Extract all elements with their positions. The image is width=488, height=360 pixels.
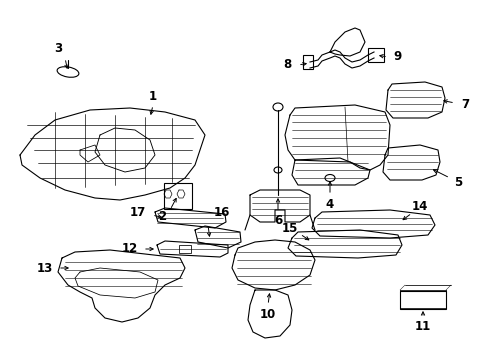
Bar [303, 55, 312, 69]
Text: 14: 14 [411, 201, 427, 213]
Bar [399, 291, 445, 309]
Text: 16: 16 [213, 207, 230, 220]
Text: 17: 17 [130, 206, 146, 219]
Text: 5: 5 [453, 176, 461, 189]
Text: 4: 4 [325, 198, 333, 211]
Bar [163, 183, 192, 209]
Text: 15: 15 [281, 221, 298, 234]
Text: 7: 7 [460, 99, 468, 112]
Ellipse shape [272, 103, 283, 111]
Text: 9: 9 [393, 50, 401, 63]
Ellipse shape [273, 167, 282, 173]
Bar [179, 245, 191, 253]
Text: 2: 2 [158, 211, 166, 224]
Text: 6: 6 [273, 213, 282, 226]
Text: 8: 8 [282, 58, 290, 72]
Text: 10: 10 [259, 309, 276, 321]
Text: 11: 11 [414, 320, 430, 333]
Bar [367, 48, 383, 62]
Ellipse shape [325, 175, 334, 181]
Text: 12: 12 [122, 243, 138, 256]
Text: 1: 1 [149, 90, 157, 104]
Text: 3: 3 [54, 41, 62, 54]
Text: 13: 13 [37, 261, 53, 274]
